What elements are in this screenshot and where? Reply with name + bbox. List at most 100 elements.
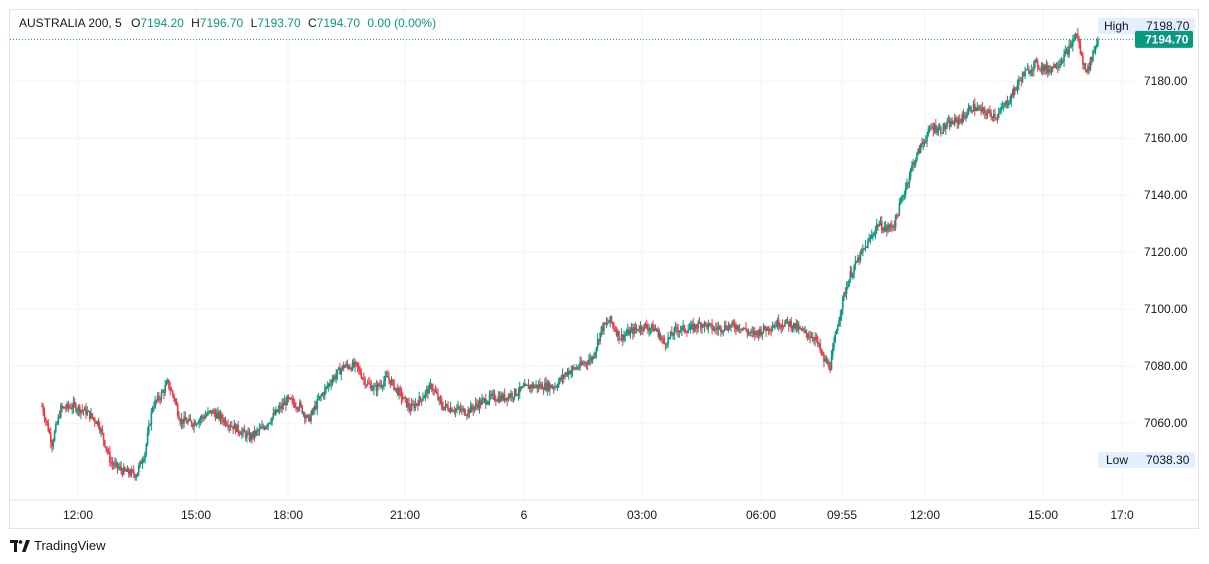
candle-body — [138, 465, 140, 473]
candle-body — [911, 165, 913, 170]
candles — [41, 27, 1099, 481]
candle-body — [53, 431, 56, 441]
candle-body — [184, 416, 187, 421]
candle-body — [277, 409, 280, 412]
candle-body — [882, 230, 884, 232]
candle-body — [1018, 79, 1020, 85]
candle-body — [981, 107, 984, 112]
candle-body — [926, 135, 928, 142]
candle-body — [947, 120, 950, 123]
candle-body — [849, 271, 852, 280]
candle-body — [95, 421, 97, 424]
candle-body — [507, 395, 510, 401]
candle-body — [96, 420, 99, 424]
candle-body — [1011, 94, 1014, 97]
open-label: O — [131, 16, 141, 30]
candle-body — [291, 399, 293, 401]
candle-body — [111, 462, 114, 465]
candle-body — [487, 401, 490, 404]
candle-body — [570, 370, 573, 374]
candle-body — [322, 393, 325, 396]
candle-body — [303, 412, 306, 419]
candle-body — [498, 396, 501, 402]
candle-body — [388, 377, 390, 380]
candle-body — [824, 359, 826, 362]
candle-body — [81, 409, 84, 411]
candle-body — [505, 397, 507, 401]
candle-body — [627, 329, 629, 334]
candle-body — [339, 367, 341, 375]
candle-body — [840, 309, 843, 316]
candle-body — [684, 331, 687, 333]
candle-body — [227, 425, 229, 428]
y-axis[interactable]: 7060.00 7080.00 7100.00 7120.00 7140.00 7160.… — [1144, 74, 1188, 430]
candle-body — [43, 412, 46, 419]
candle-body — [913, 162, 916, 165]
candle-body — [560, 377, 562, 380]
candle-body — [572, 367, 575, 369]
tradingview-brand[interactable]: TradingView — [10, 538, 106, 553]
candle-body — [711, 323, 713, 330]
candle-body — [715, 327, 717, 329]
candle-body — [586, 363, 589, 365]
candle-body — [1030, 69, 1033, 73]
candle-body — [1097, 39, 1099, 45]
candle-body — [826, 361, 829, 364]
candle-body — [916, 152, 918, 160]
candle-body — [51, 442, 53, 447]
candle-body — [648, 328, 650, 331]
candle-body — [803, 329, 805, 331]
candle-body — [671, 331, 673, 336]
candle-body — [990, 112, 992, 117]
candle-body — [486, 403, 488, 405]
candle-body — [750, 331, 752, 333]
candle-body — [50, 433, 52, 443]
candle-body — [139, 461, 141, 466]
candle-body — [728, 325, 731, 328]
candle-body — [625, 333, 628, 335]
candle-body — [601, 326, 604, 332]
candle-body — [736, 325, 738, 330]
candle-body — [447, 406, 449, 411]
candle-body — [194, 422, 197, 426]
candle-body — [82, 410, 85, 412]
x-axis[interactable]: 12:00 15:00 18:00 21:00 6 03:00 06:00 09:55 12:0… — [10, 499, 1199, 522]
candle-body — [772, 326, 775, 328]
candle-body — [757, 332, 760, 336]
symbol-label[interactable]: AUSTRALIA 200, 5 — [19, 16, 122, 30]
candle-body — [434, 389, 437, 393]
candle-body — [458, 406, 461, 409]
candle-body — [894, 215, 897, 228]
candle-body — [410, 404, 413, 411]
candle-body — [955, 117, 957, 119]
candle-body — [326, 386, 329, 388]
candle-body — [619, 339, 622, 341]
candle-body — [569, 371, 571, 374]
candle-body — [424, 391, 427, 397]
candle-body — [814, 337, 816, 341]
candle-body — [439, 397, 442, 402]
candle-body — [638, 330, 640, 332]
candle-body — [630, 328, 633, 331]
candle-body — [578, 367, 580, 369]
candle-body — [88, 411, 91, 419]
candle-body — [1026, 68, 1029, 70]
candle-body — [888, 224, 891, 229]
candle-body — [1002, 106, 1005, 108]
candle-body — [1010, 94, 1013, 102]
candle-body — [1021, 72, 1024, 82]
candle-body — [535, 384, 537, 387]
last-price-value: 7194.70 — [1145, 32, 1189, 46]
candle-body — [1079, 43, 1082, 54]
candle-body — [540, 384, 542, 388]
candle-body — [743, 327, 746, 329]
candle-body — [342, 365, 345, 368]
candle-body — [453, 411, 456, 413]
candle-body — [635, 328, 638, 330]
candle-body — [829, 368, 832, 371]
candle-body — [898, 203, 901, 216]
candle-body — [741, 328, 744, 331]
candle-body — [747, 332, 750, 334]
candle-body — [140, 461, 143, 464]
